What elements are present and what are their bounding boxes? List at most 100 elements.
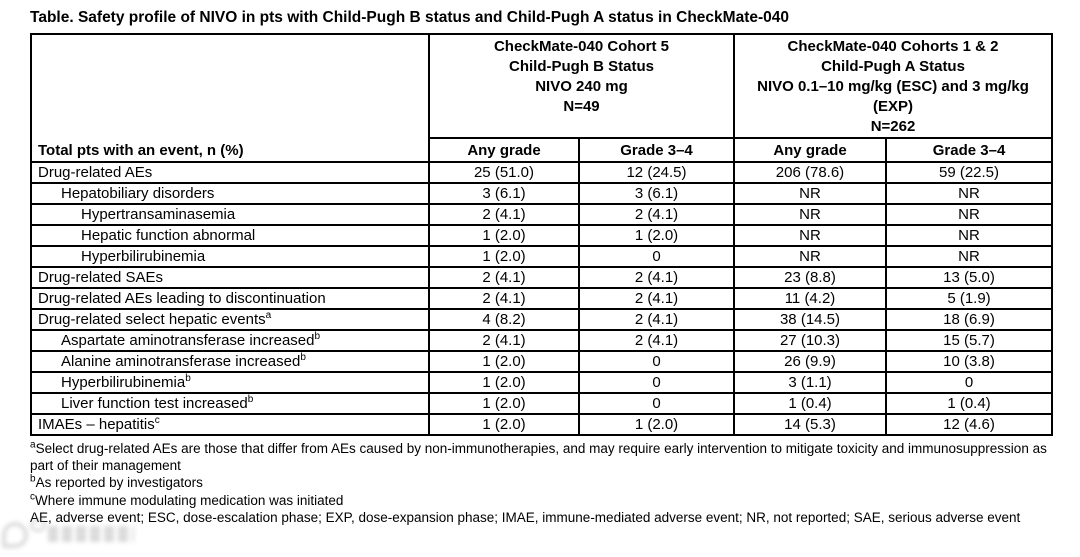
cell-value: 0 <box>884 371 1054 394</box>
cell-value: 206 (78.6) <box>733 161 887 184</box>
cell-value: NR <box>733 182 887 205</box>
cell-value: 0 <box>578 392 735 415</box>
cell-value: 23 (8.8) <box>733 266 887 289</box>
footnote: AE, adverse event; ESC, dose-escalation … <box>30 509 1021 525</box>
cell-value: 0 <box>578 245 735 268</box>
table-row: Liver function test increasedb 1 (2.0) 0 1 … <box>30 392 1054 415</box>
cell-value: 0 <box>578 350 735 373</box>
cell-value: 2 (4.1) <box>578 308 735 331</box>
cell-value: 27 (10.3) <box>733 329 887 352</box>
row-label: Drug-related AEs <box>30 161 430 184</box>
safety-table: Total pts with an event, n (%) CheckMate… <box>30 33 1054 436</box>
footnote: aSelect drug-related AEs are those that … <box>30 439 1047 474</box>
cell-value: 2 (4.1) <box>578 203 735 226</box>
footnote-marker: c <box>154 415 160 426</box>
cell-value: 2 (4.1) <box>578 329 735 352</box>
row-label: Hyperbilirubinemiab <box>30 371 430 394</box>
cell-value: 2 (4.1) <box>428 266 580 289</box>
table-body: Drug-related AEs 25 (51.0) 12 (24.5) 206 (7… <box>30 161 1054 436</box>
cell-value: 2 (4.1) <box>428 203 580 226</box>
cohorts12-line-4: N=262 <box>870 118 916 135</box>
cell-value: 12 (24.5) <box>578 161 735 184</box>
cell-value: 5 (1.9) <box>884 287 1054 310</box>
cell-value: 1 (2.0) <box>428 392 580 415</box>
cohorts12-line-3: NIVO 0.1–10 mg/kg (ESC) and 3 mg/kg (EXP… <box>757 78 1029 115</box>
row-label: Drug-related SAEs <box>30 266 430 289</box>
footnote-marker: b <box>247 394 254 405</box>
cell-value: 1 (2.0) <box>428 224 580 247</box>
cell-value: 10 (3.8) <box>884 350 1054 373</box>
footnote-marker: b <box>300 352 306 363</box>
cell-value: 11 (4.2) <box>733 287 887 310</box>
cell-value: 12 (4.6) <box>884 413 1054 436</box>
cohort5-line-3: NIVO 240 mg <box>535 78 628 95</box>
cell-value: 3 (6.1) <box>578 182 735 205</box>
footnote-marker: b <box>185 373 191 384</box>
cohort5-line-1: CheckMate-040 Cohort 5 <box>493 38 670 55</box>
cell-value: NR <box>884 224 1054 247</box>
cell-value: NR <box>733 224 887 247</box>
row-label: IMAEs – hepatitisc <box>30 413 430 436</box>
cell-value: NR <box>884 203 1054 226</box>
row-label: Hepatic function abnormal <box>30 224 430 247</box>
cell-value: 4 (8.2) <box>428 308 580 331</box>
row-header-label: Total pts with an event, n (%) <box>38 142 244 159</box>
cell-value: 0 <box>578 371 735 394</box>
row-label: Aspartate aminotransferase increasedb <box>30 329 430 352</box>
cell-value: NR <box>884 245 1054 268</box>
cell-value: 18 (6.9) <box>884 308 1054 331</box>
cell-value: 2 (4.1) <box>428 287 580 310</box>
cell-value: 1 (2.0) <box>578 224 735 247</box>
sub-header-row: Any grade Grade 3–4 Any grade Grade 3–4 <box>31 137 1054 163</box>
subheader-any-grade-a: Any grade <box>733 137 887 163</box>
cohorts12-line-1: CheckMate-040 Cohorts 1 & 2 <box>787 38 999 55</box>
footnote: bAs reported by investigators <box>30 473 203 491</box>
cohort5-line-2: Child-Pugh B Status <box>509 58 654 75</box>
cell-value: 1 (2.0) <box>428 245 580 268</box>
cell-value: 1 (0.4) <box>884 392 1054 415</box>
cell-value: 1 (2.0) <box>428 350 580 373</box>
cell-value: 2 (4.1) <box>578 287 735 310</box>
cell-value: 2 (4.1) <box>578 266 735 289</box>
table-row: Drug-related AEs leading to discontinuat… <box>30 287 1054 310</box>
row-label: Liver function test increasedb <box>30 392 430 415</box>
table-row: Drug-related SAEs 2 (4.1) 2 (4.1) 23 (8.8) 1… <box>30 266 1054 289</box>
subheader-grade34-b: Grade 3–4 <box>578 137 735 163</box>
footnote: cWhere immune modulating medication was … <box>30 491 344 508</box>
cell-value: 15 (5.7) <box>884 329 1054 352</box>
row-header-cell: Total pts with an event, n (%) <box>30 33 430 163</box>
footnotes: aSelect drug-related AEs are those that … <box>30 440 1051 526</box>
table-row: Hyperbilirubinemia 1 (2.0) 0 NR NR <box>30 245 1054 268</box>
table-row: Hypertransaminasemia 2 (4.1) 2 (4.1) NR NR <box>30 203 1054 226</box>
cohorts12-group-header: CheckMate-040 Cohorts 1 & 2 Child-Pugh A… <box>732 33 1054 139</box>
cell-value: 3 (6.1) <box>428 182 580 205</box>
cell-value: NR <box>884 182 1054 205</box>
table-row: Hyperbilirubinemiab 1 (2.0) 0 3 (1.1) 0 <box>30 371 1054 394</box>
row-label: Hypertransaminasemia <box>30 203 430 226</box>
row-label: Alanine aminotransferase increasedb <box>30 350 430 373</box>
row-label: Hyperbilirubinemia <box>30 245 430 268</box>
cell-value: 1 (2.0) <box>428 371 580 394</box>
cell-value: 2 (4.1) <box>428 329 580 352</box>
cell-value: 25 (51.0) <box>428 161 580 184</box>
footnote-marker: a <box>265 310 272 321</box>
subheader-grade34-a: Grade 3–4 <box>884 137 1054 163</box>
subheader-any-grade-b: Any grade <box>428 137 580 163</box>
cohort5-group-header: CheckMate-040 Cohort 5 Child-Pugh B Stat… <box>428 33 735 139</box>
table-title: Table. Safety profile of NIVO in pts wit… <box>30 9 789 26</box>
table-row: Drug-related AEs 25 (51.0) 12 (24.5) 206 (7… <box>30 161 1054 184</box>
group-header-row: Total pts with an event, n (%) CheckMate… <box>30 33 1054 163</box>
cell-value: NR <box>733 245 887 268</box>
footnote-marker: c <box>30 491 35 503</box>
cell-value: 13 (5.0) <box>884 266 1054 289</box>
footnote-marker: b <box>30 473 36 485</box>
cell-value: 1 (0.4) <box>733 392 887 415</box>
cell-value: 14 (5.3) <box>733 413 887 436</box>
cell-value: 59 (22.5) <box>884 161 1054 184</box>
row-label: Drug-related select hepatic eventsa <box>30 308 430 331</box>
page: Table. Safety profile of NIVO in pts wit… <box>30 9 1054 526</box>
cell-value: 1 (2.0) <box>578 413 735 436</box>
cell-value: NR <box>733 203 887 226</box>
row-label: Hepatobiliary disorders <box>30 182 430 205</box>
row-label: Drug-related AEs leading to discontinuat… <box>30 287 430 310</box>
